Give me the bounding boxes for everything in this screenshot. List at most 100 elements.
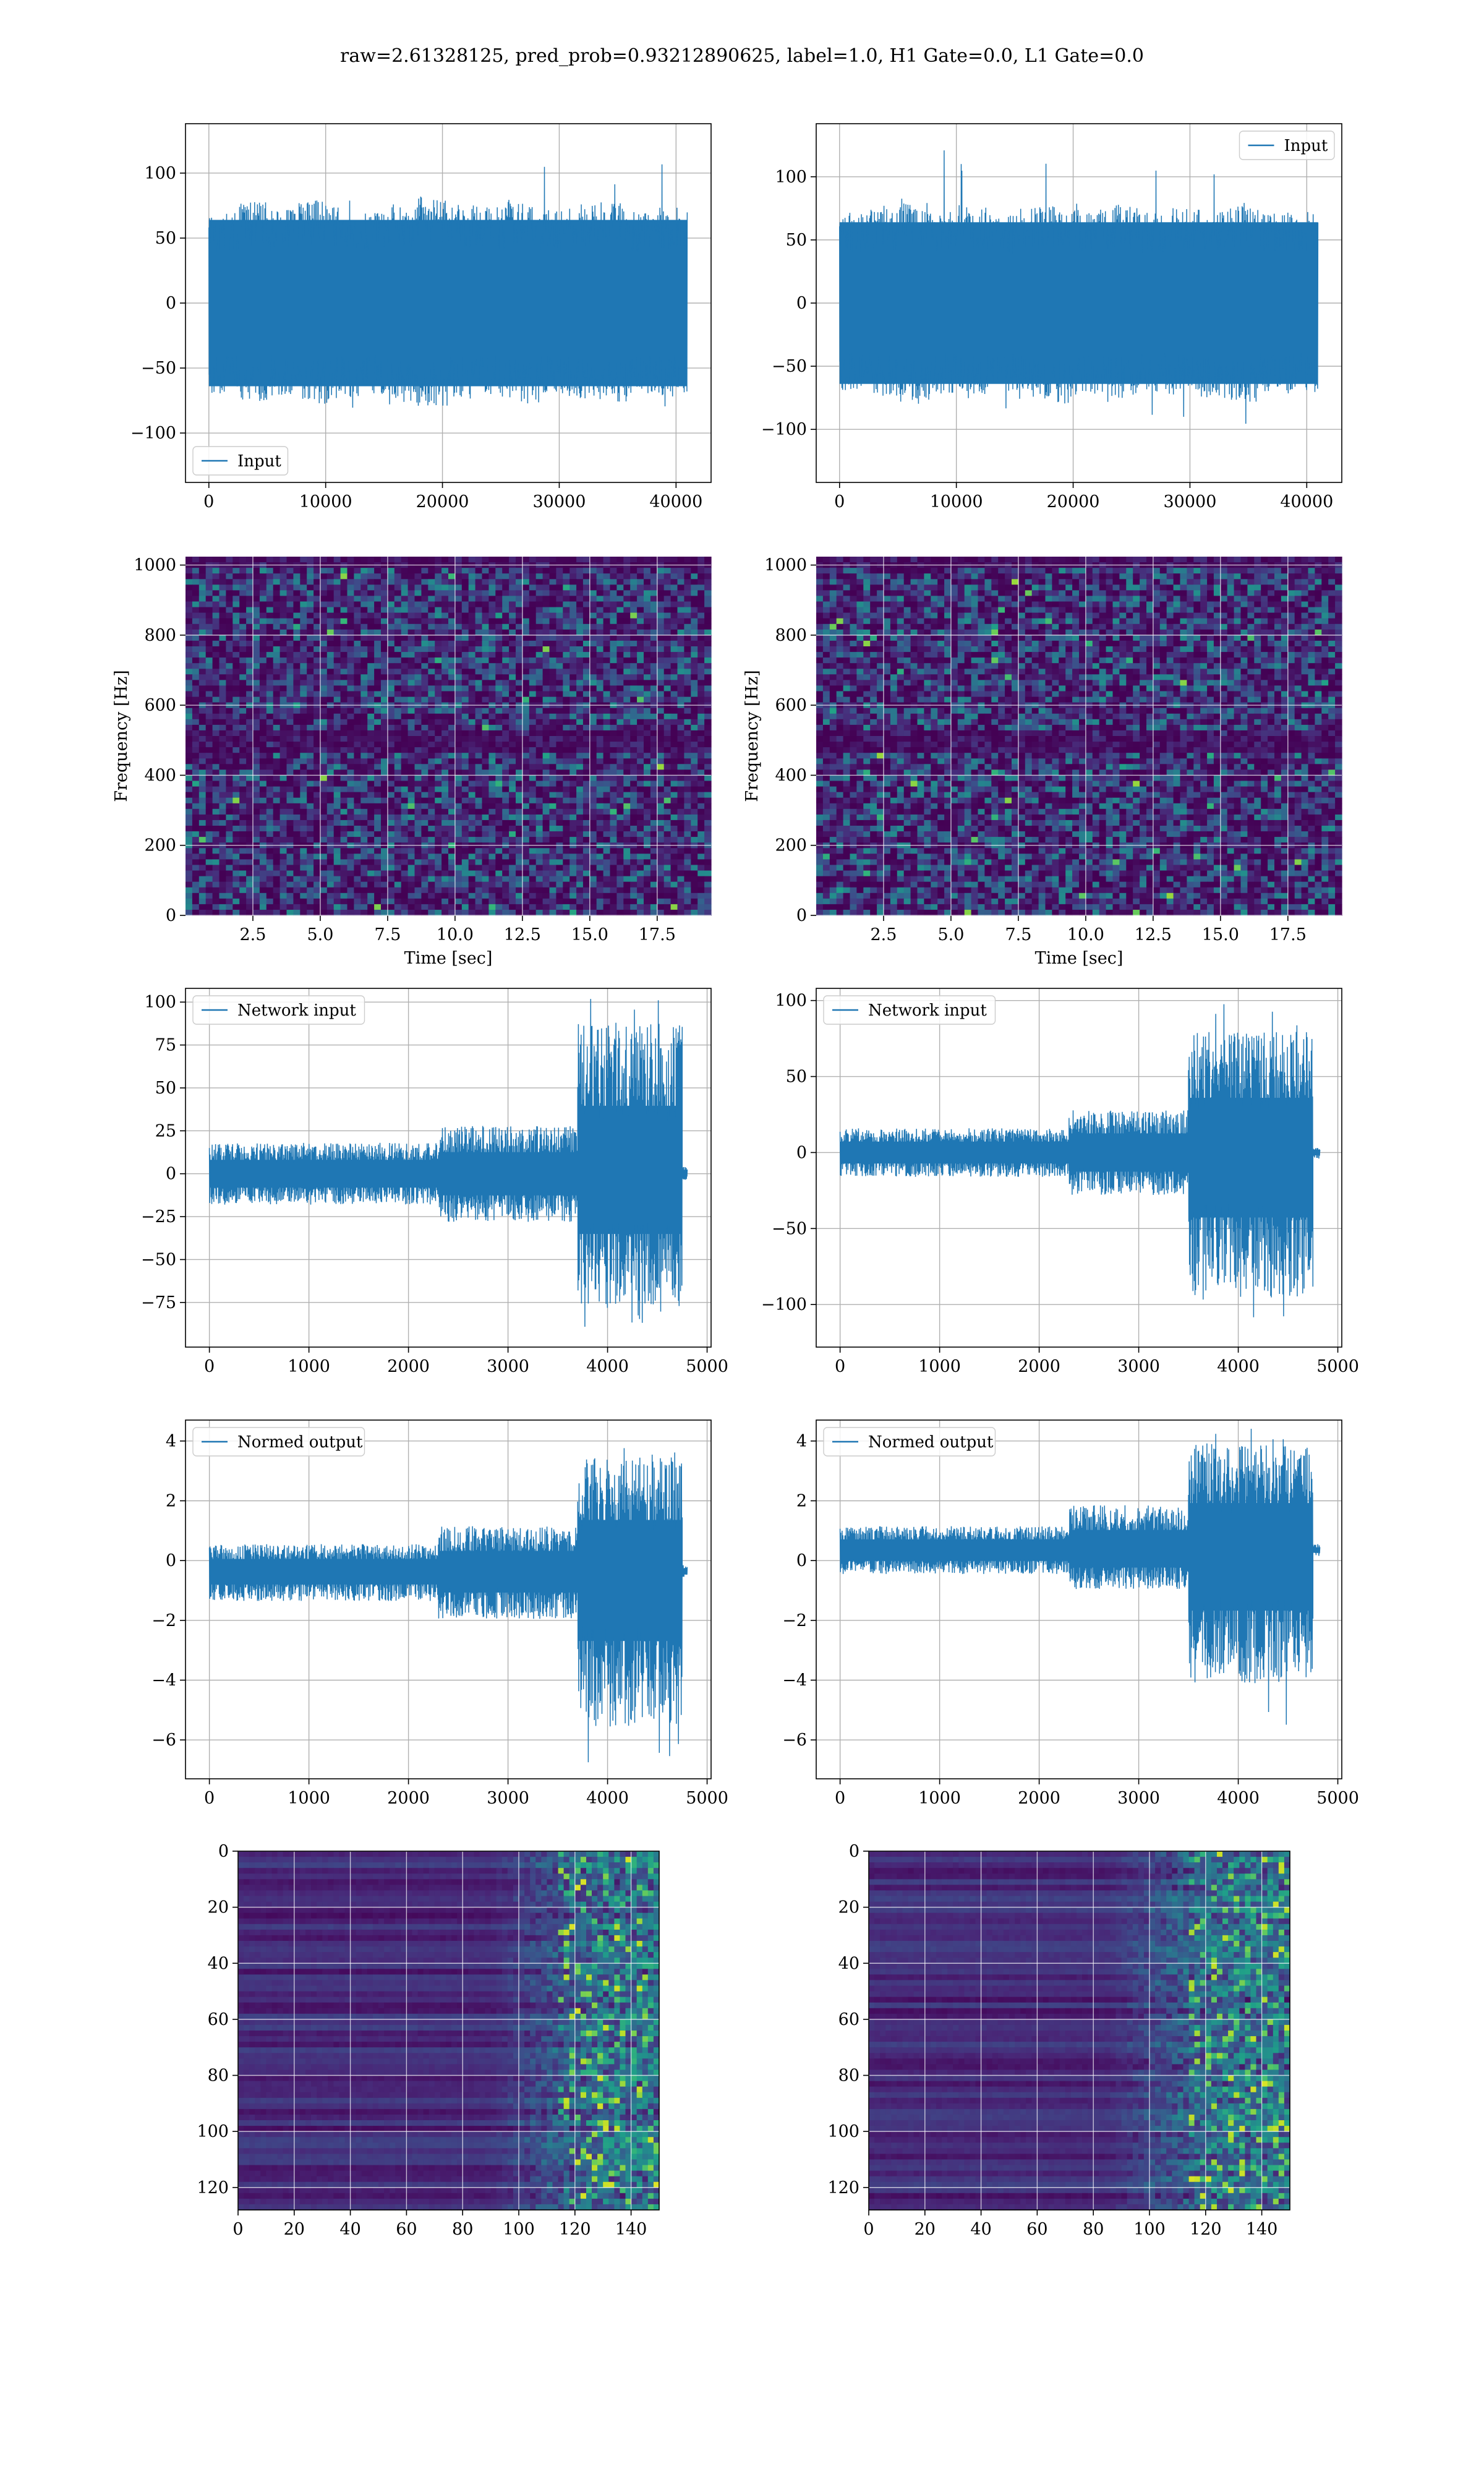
spectrogram-cell (428, 579, 435, 585)
spectrogram-cell (347, 623, 354, 630)
spectrogram-cell (394, 876, 402, 883)
spectrogram-cell (232, 854, 240, 860)
spectrogram-cell (226, 674, 233, 680)
spectrogram-cell (596, 881, 604, 888)
spectrogram-cell (603, 573, 611, 580)
spectrogram-cell (650, 859, 658, 866)
spectrogram-cell (360, 601, 368, 608)
spectrogram-cell (596, 753, 604, 759)
spectrogram-cell (454, 859, 463, 866)
spectrogram-cell (441, 652, 449, 658)
spectrogram-cell (461, 635, 469, 641)
spectrogram-cell (569, 612, 577, 619)
spectrogram-cell (509, 635, 516, 641)
spectrogram-cell (407, 814, 416, 821)
spectrogram-cell (441, 803, 449, 810)
spectrogram-cell (522, 618, 530, 625)
spectrogram-cell (226, 724, 233, 731)
spectrogram-cell (232, 590, 240, 597)
spectrogram-cell (542, 814, 550, 821)
spectrogram-cell (454, 797, 463, 804)
spectrogram-cell (186, 573, 193, 580)
spectrogram-cell (394, 652, 402, 658)
spectrogram-cell (461, 826, 469, 832)
spectrogram-cell (293, 696, 301, 703)
spectrogram-cell (603, 859, 611, 866)
spectrogram-cell (428, 870, 435, 877)
spectrogram-cell (454, 708, 463, 714)
spectrogram-cell (563, 657, 570, 664)
spectrogram-cell (347, 769, 354, 776)
spectrogram-cell (542, 758, 550, 764)
spectrogram-cell (212, 713, 220, 720)
spectrogram-cell (186, 808, 193, 815)
spectrogram-cell (603, 629, 611, 636)
spectrogram-cell (198, 758, 207, 764)
spectrogram-cell (482, 803, 489, 810)
spectrogram-cell (186, 865, 193, 871)
spectrogram-cell (596, 663, 604, 669)
spectrogram-cell (394, 691, 402, 698)
spectrogram-cell (516, 573, 523, 580)
spectrogram-cell (684, 669, 691, 675)
spectrogram-cell (226, 691, 233, 698)
spectrogram-cell (387, 584, 395, 591)
spectrogram-cell (232, 758, 240, 764)
spectrogram-cell (333, 640, 341, 647)
spectrogram-cell (475, 719, 483, 726)
spectrogram-cell (623, 786, 631, 793)
spectrogram-cell (347, 820, 354, 826)
spectrogram-cell (407, 623, 416, 630)
spectrogram-cell (246, 758, 254, 764)
spectrogram-cell (414, 674, 422, 680)
spectrogram-cell (482, 680, 489, 687)
spectrogram-cell (374, 876, 382, 883)
spectrogram-cell (259, 696, 267, 703)
spectrogram-cell (421, 640, 429, 647)
spectrogram-cell (684, 747, 691, 753)
y-tick-label: 100 (775, 168, 807, 187)
spectrogram-cell (509, 590, 516, 597)
spectrogram-cell (509, 747, 516, 753)
spectrogram-cell (320, 742, 328, 748)
spectrogram-cell (428, 685, 435, 692)
spectrogram-cell (326, 680, 335, 687)
spectrogram-cell (582, 730, 591, 737)
spectrogram-cell (253, 708, 260, 714)
spectrogram-cell (556, 713, 563, 720)
spectrogram-cell (582, 887, 591, 894)
spectrogram-cell (522, 786, 530, 793)
spectrogram-cell (387, 730, 395, 737)
spectrogram-cell (488, 696, 496, 703)
spectrogram-cell (630, 786, 638, 793)
spectrogram-cell (461, 764, 469, 770)
spectrogram-cell (307, 814, 314, 821)
spectrogram-cell (495, 898, 503, 905)
spectrogram-cell (347, 781, 354, 787)
spectrogram-cell (502, 753, 510, 759)
spectrogram-cell (198, 579, 207, 585)
spectrogram-cell (616, 568, 624, 574)
spectrogram-cell (347, 629, 354, 636)
spectrogram-cell (576, 708, 584, 714)
spectrogram-cell (623, 769, 631, 776)
spectrogram-cell (549, 892, 556, 899)
spectrogram-cell (374, 848, 382, 854)
spectrogram-cell (603, 892, 611, 899)
spectrogram-cell (509, 848, 516, 854)
spectrogram-cell (677, 859, 684, 866)
spectrogram-cell (529, 708, 537, 714)
spectrogram-cell (273, 657, 281, 664)
spectrogram-cell (407, 848, 416, 854)
spectrogram-cell (509, 758, 516, 764)
spectrogram-cell (589, 803, 597, 810)
spectrogram-cell (307, 769, 314, 776)
spectrogram-cell (320, 758, 328, 764)
spectrogram-cell (259, 557, 267, 563)
spectrogram-cell (421, 758, 429, 764)
spectrogram-cell (253, 742, 260, 748)
spectrogram-cell (468, 792, 476, 798)
spectrogram-cell (441, 775, 449, 782)
spectrogram-cell (307, 786, 314, 793)
